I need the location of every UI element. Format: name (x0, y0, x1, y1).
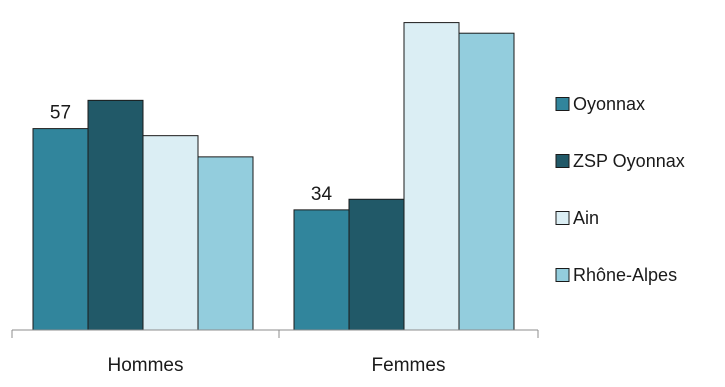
data-label-oyonnax-femmes: 34 (311, 184, 333, 205)
legend-item-ain: Ain (555, 208, 599, 228)
legend-label-oyonnax: Oyonnax (573, 94, 645, 114)
legend-label-zsp-oyonnax: ZSP Oyonnax (573, 151, 685, 171)
bar-rhone-alpes-femmes (458, 32, 515, 331)
x-tick-label-femmes: Femmes (372, 355, 446, 376)
bars-group (32, 22, 515, 331)
legend-item-zsp-oyonnax: ZSP Oyonnax (555, 151, 685, 171)
legend-swatch-oyonnax (555, 97, 570, 111)
legend-swatch-rhone-alpes (555, 268, 570, 282)
data-label-oyonnax-hommes: 57 (50, 103, 71, 124)
bar-zsp-oyonnax-femmes (348, 198, 405, 331)
bar-ain-hommes (142, 135, 199, 331)
bar-zsp-oyonnax-hommes (87, 99, 144, 331)
legend-label-rhone-alpes: Rhône-Alpes (573, 265, 677, 285)
bar-rhone-alpes-hommes (197, 156, 254, 331)
x-tick-label-hommes: Hommes (107, 355, 183, 376)
x-axis (11, 329, 539, 338)
legend: Oyonnax ZSP Oyonnax Ain Rhône-Alpes (555, 94, 685, 285)
bar-oyonnax-femmes (293, 209, 350, 331)
legend-item-rhone-alpes: Rhône-Alpes (555, 265, 677, 285)
labels-group: Hommes Femmes 57 34 (50, 103, 446, 376)
legend-swatch-zsp-oyonnax (555, 154, 570, 168)
bar-ain-femmes (403, 22, 460, 331)
legend-item-oyonnax: Oyonnax (555, 94, 645, 114)
legend-label-ain: Ain (573, 208, 599, 228)
bar-oyonnax-hommes (32, 128, 89, 331)
legend-swatch-ain (555, 211, 570, 225)
